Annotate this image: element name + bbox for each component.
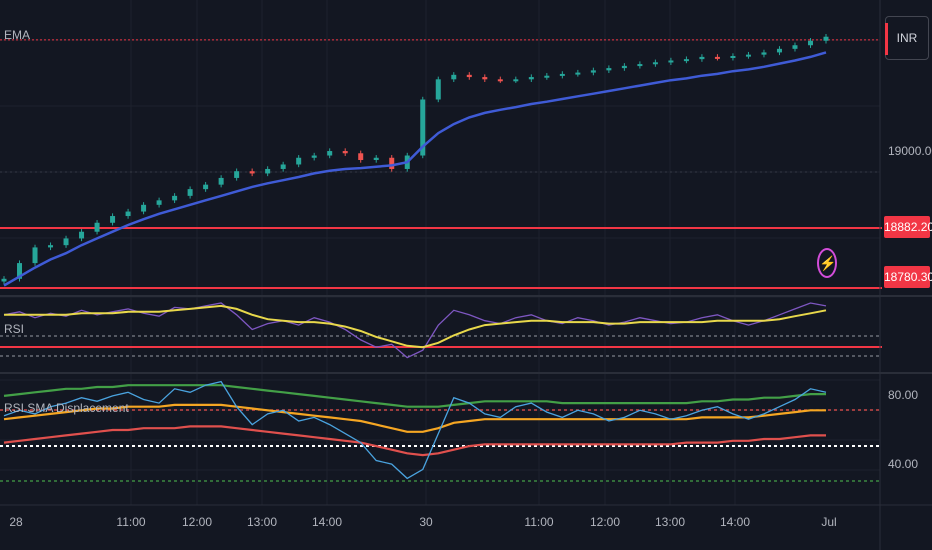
time-axis-label: 30 xyxy=(419,515,433,529)
candle-body xyxy=(730,56,736,58)
candle-body xyxy=(234,171,240,178)
candle-body xyxy=(745,54,751,57)
candle-body xyxy=(544,75,550,78)
candle-body xyxy=(94,222,100,232)
candle-body xyxy=(311,155,317,158)
upper-band-line xyxy=(3,384,826,408)
candle-body xyxy=(823,36,829,41)
candle-body xyxy=(637,64,643,67)
candle-body xyxy=(32,247,38,264)
candle-body xyxy=(358,153,364,160)
candle-body xyxy=(497,79,503,82)
time-axis-label: 13:00 xyxy=(246,515,278,529)
candle-body xyxy=(575,72,581,75)
candle-body xyxy=(807,40,813,46)
lower-band-line xyxy=(3,425,826,457)
candle-body xyxy=(435,79,441,100)
time-axis-label: 14:00 xyxy=(719,515,751,529)
candle-body xyxy=(559,73,565,76)
currency-button[interactable]: INR xyxy=(885,16,929,60)
candle-body xyxy=(17,263,23,279)
candle-body xyxy=(63,238,69,246)
candle-body xyxy=(110,216,116,223)
candle-body xyxy=(590,70,596,73)
ema-line xyxy=(3,51,827,287)
candle-body xyxy=(218,177,224,185)
price-level-tag[interactable]: 18882.20 xyxy=(884,216,932,238)
candle-body xyxy=(203,184,209,190)
candle-body xyxy=(125,211,131,217)
price-pane[interactable] xyxy=(0,34,882,289)
rsi-pane[interactable] xyxy=(0,302,882,359)
candle-body xyxy=(420,99,426,156)
lightning-icon[interactable]: ⚡ xyxy=(817,248,837,278)
candle-body xyxy=(156,200,162,205)
candle-body xyxy=(699,56,705,60)
sma-line xyxy=(3,403,826,433)
candle-body xyxy=(141,204,147,212)
candle-body xyxy=(79,231,85,239)
candle-body xyxy=(606,68,612,71)
time-axis-label: 12:00 xyxy=(181,515,213,529)
candle-body xyxy=(528,77,534,80)
time-axis-label: 28 xyxy=(9,515,23,529)
indicator-axis-tick: 40.00 xyxy=(888,457,919,471)
rsi-indicator-label[interactable]: RSI xyxy=(4,322,25,336)
candle-body xyxy=(327,151,333,156)
candle-body xyxy=(761,52,767,55)
price-axis-tick: 19000.00 xyxy=(888,144,932,158)
candle-body xyxy=(296,157,302,165)
time-axis-label: Jul xyxy=(821,515,837,529)
rsi-sma-displacement-label[interactable]: RSI SMA Displacement xyxy=(4,401,129,415)
candle-body xyxy=(342,151,348,154)
rsi-sma-displacement-pane[interactable] xyxy=(0,380,880,482)
time-axis-label: 14:00 xyxy=(311,515,343,529)
candle-body xyxy=(621,65,627,69)
candle-body xyxy=(265,168,271,174)
candle-body xyxy=(668,60,674,63)
candle-body xyxy=(683,59,689,62)
candle-body xyxy=(652,62,658,65)
candle-body xyxy=(451,74,457,80)
candle-body xyxy=(172,195,178,201)
rsi-ma-line xyxy=(4,304,827,349)
time-axis-label: 12:00 xyxy=(589,515,621,529)
time-axis-label: 11:00 xyxy=(524,515,554,529)
displacement-rsi-line xyxy=(3,380,827,480)
candle-body xyxy=(1,278,7,282)
candle-body xyxy=(48,245,54,248)
time-axis-label: 13:00 xyxy=(654,515,686,529)
candle-body xyxy=(249,171,255,174)
candle-body xyxy=(792,45,798,49)
time-axis-label: 11:00 xyxy=(116,515,146,529)
candle-body xyxy=(466,74,472,78)
candle-body xyxy=(373,157,379,160)
candle-body xyxy=(280,164,286,169)
candle-body xyxy=(714,56,720,59)
candle-body xyxy=(187,189,193,196)
price-level-tag[interactable]: 18780.30 xyxy=(884,266,932,288)
indicator-axis-tick: 80.00 xyxy=(888,388,919,402)
ema-indicator-label[interactable]: EMA xyxy=(4,28,31,42)
candle-body xyxy=(776,48,782,53)
candle-body xyxy=(389,157,395,169)
candle-body xyxy=(513,79,519,82)
candle-body xyxy=(482,77,488,80)
